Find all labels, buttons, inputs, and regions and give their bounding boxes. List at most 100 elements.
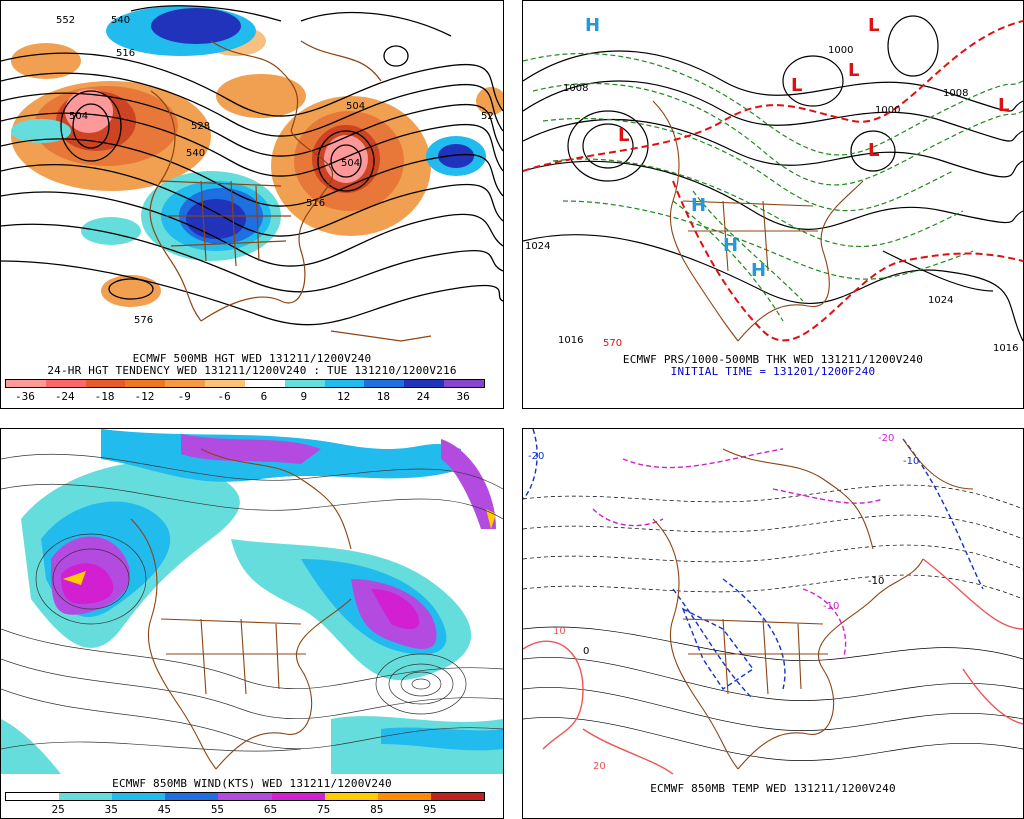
colorbar-tick-label: 75: [317, 803, 331, 816]
magenta-isotherms: [592, 448, 884, 660]
contour-label: 1024: [525, 241, 550, 252]
colorbar-tick-label: 12: [336, 390, 351, 403]
colorbar-segment: [112, 793, 166, 800]
temp-coastlines: [652, 438, 974, 770]
contour-label: 552: [56, 15, 75, 26]
colorbar-segment: [6, 793, 60, 800]
colorbar-segment: [45, 380, 86, 387]
colorbar-tick-label: 95: [423, 803, 437, 816]
contour-label: -10: [868, 576, 884, 587]
prs-caption-line1: ECMWF PRS/1000-500MB THK WED 131211/1200…: [622, 353, 924, 366]
contour-label: 1000: [875, 105, 900, 116]
colorbar-segment: [244, 380, 285, 387]
thickness-540-contours: [523, 20, 1023, 342]
colorbar-tick-label: 18: [376, 390, 391, 403]
wind-map: [1, 429, 503, 774]
colorbar-tick-label: 24: [416, 390, 430, 403]
contour-label: -10: [823, 601, 839, 612]
blue-isotherms: [523, 429, 984, 700]
prs-panel: H L L L L L H H H L 1024 1016 1024 1016 …: [522, 0, 1024, 409]
colorbar-segment: [59, 793, 113, 800]
contour-label: 504: [341, 158, 360, 169]
high-pressure-center: H: [751, 260, 766, 281]
hgt-map: 552 540 516 504 528 540 504 504 516 576 …: [1, 1, 503, 351]
contour-label: 0: [583, 646, 589, 657]
colorbar-segment: [205, 380, 245, 387]
contour-label: -10: [903, 456, 919, 467]
colorbar-segment: [430, 793, 484, 800]
streamlines: [1, 453, 503, 752]
contour-label: 1008: [563, 83, 588, 94]
colorbar-tick-label: 45: [157, 803, 171, 816]
temp-panel: -20 -10 -10 0 10 20 -20 -10 ECMWF 850MB …: [522, 428, 1024, 819]
hgt-tendency-colorbar: [5, 379, 485, 388]
colorbar-tick-label: 9: [300, 390, 308, 403]
contour-label: 1008: [943, 88, 968, 99]
wind-colorbar-ticks: 25 35 45 55 65 75 85 95: [5, 803, 483, 817]
contour-label: 576: [134, 315, 153, 326]
contour-label: 1000: [828, 45, 853, 56]
temp-map: -20 -10 -10 0 10 20 -20 -10: [523, 429, 1023, 779]
hgt-contour-labels: 552 540 516 504 528 540 504 504 516 576 …: [56, 15, 494, 326]
coastlines: [149, 40, 432, 342]
wind-coastlines: [130, 448, 352, 770]
colorbar-segment: [6, 380, 46, 387]
colorbar-segment: [165, 793, 219, 800]
isobars: [523, 15, 1023, 342]
warm-isotherms: [523, 626, 1023, 761]
colorbar-tick-label: 6: [260, 390, 268, 403]
colorbar-tick-label: -12: [134, 390, 155, 403]
wind-speed-shading: [1, 429, 503, 774]
temp-caption-line1: ECMWF 850MB TEMP WED 131211/1200V240: [650, 782, 896, 795]
colorbar-segment: [324, 380, 365, 387]
colorbar-tick-label: -6: [217, 390, 231, 403]
contour-label: 516: [306, 198, 325, 209]
colorbar-segment: [404, 380, 445, 387]
contour-label: 540: [111, 15, 130, 26]
colorbar-tick-label: -36: [14, 390, 35, 403]
wind-panel: ECMWF 850MB WIND(KTS) WED 131211/1200V24…: [0, 428, 504, 819]
colorbar-tick-label: 55: [210, 803, 225, 816]
contour-label: 20: [593, 761, 606, 772]
colorbar-segment: [377, 793, 431, 800]
low-pressure-center: L: [868, 140, 879, 161]
prs-map: H L L L L L H H H L 1024 1016 1024 1016 …: [523, 1, 1023, 351]
contour-label: -20: [528, 451, 544, 462]
low-pressure-center: L: [848, 60, 859, 81]
colorbar-segment: [218, 793, 272, 800]
low-pressure-center: L: [618, 125, 629, 146]
colorbar-segment: [284, 380, 325, 387]
wind-speed-colorbar: [5, 792, 485, 801]
colorbar-tick-label: 65: [263, 803, 278, 816]
colorbar-tick-label: -24: [54, 390, 75, 403]
cold-isotherms: [523, 484, 1023, 600]
contour-label: 1016: [993, 343, 1018, 351]
contour-label: 10: [553, 626, 566, 637]
height-contours: [1, 5, 503, 326]
warm-isotherms-red: [523, 558, 1023, 775]
colorbar-tick-label: 35: [104, 803, 118, 816]
high-pressure-center: H: [723, 235, 738, 256]
prs-contour-labels: 1024 1016 1024 1016 1000 1008 1000 1008 …: [525, 45, 1018, 351]
contour-label: 504: [346, 101, 365, 112]
contour-label: 1024: [928, 295, 953, 306]
colorbar-segment: [271, 793, 325, 800]
hgt-colorbar-ticks: -36 -24 -18 -12 -9 -6 6 9 12 18 24 36: [5, 390, 483, 404]
pressure-centers: H L L L L L H H H L: [585, 15, 1009, 281]
colorbar-segment: [324, 793, 378, 800]
prs-coastlines: [652, 100, 864, 342]
colorbar-segment: [165, 380, 206, 387]
contour-label: 504: [69, 111, 88, 122]
wind-caption-line1: ECMWF 850MB WIND(KTS) WED 131211/1200V24…: [112, 777, 392, 790]
colorbar-segment: [364, 380, 405, 387]
contour-label: 516: [116, 48, 135, 59]
prs-caption-line2: INITIAL TIME = 131201/1200F240: [670, 365, 876, 378]
colorbar-tick-label: 36: [456, 390, 470, 403]
colorbar-tick-label: 85: [370, 803, 384, 816]
colorbar-tick-label: 25: [51, 803, 65, 816]
colorbar-segment: [125, 380, 166, 387]
temp-contour-labels: -20 -10 -10 0 10 20 -20 -10: [528, 433, 919, 772]
colorbar-tick-label: -18: [94, 390, 115, 403]
colorbar-segment: [444, 380, 484, 387]
hgt-panel: 552 540 516 504 528 540 504 504 516 576 …: [0, 0, 504, 409]
